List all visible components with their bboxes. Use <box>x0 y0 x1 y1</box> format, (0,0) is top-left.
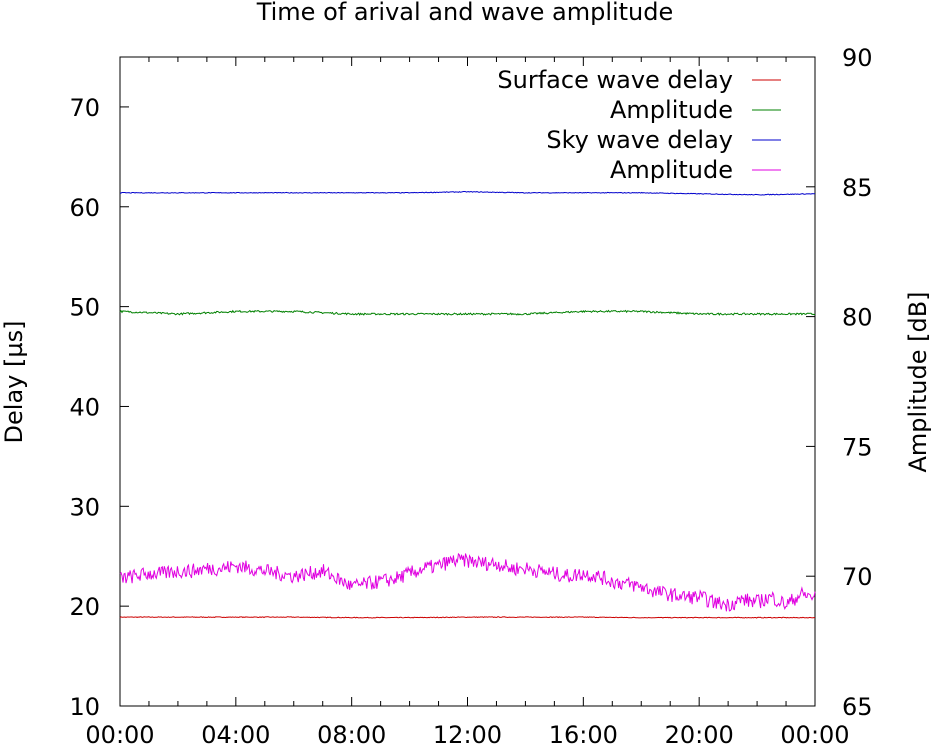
legend-label: Amplitude <box>610 156 733 184</box>
x-tick-label: 16:00 <box>549 721 618 745</box>
ticks-layer: 10 20 30 40 50 60 70 65 70 75 80 85 90 00:00 04:00 08:0… <box>69 44 872 745</box>
series-line <box>119 616 816 619</box>
x-tick-label: 04:00 <box>201 721 270 745</box>
plot-frame <box>119 56 816 707</box>
y-tick-label: 50 <box>69 294 100 322</box>
y2-axis-label: Amplitude [dB] <box>904 291 932 472</box>
y2-tick-label: 85 <box>842 174 873 202</box>
y2-tick-label: 70 <box>842 563 873 591</box>
legend-label: Sky wave delay <box>546 126 733 154</box>
x-tick-label: 00:00 <box>780 721 849 745</box>
series-line <box>119 552 816 612</box>
y-axis-label: Delay [µs] <box>0 321 28 444</box>
legend-label: Amplitude <box>610 96 733 124</box>
y2-tick-label: 80 <box>842 304 873 332</box>
series-line <box>119 309 816 316</box>
y-tick-label: 30 <box>69 493 100 521</box>
y-tick-label: 60 <box>69 194 100 222</box>
y-tick-label: 10 <box>69 693 100 721</box>
x-tick-label: 20:00 <box>665 721 734 745</box>
x-tick-label: 12:00 <box>433 721 502 745</box>
y2-tick-label: 75 <box>842 433 873 461</box>
x-tick-label: 00:00 <box>85 721 154 745</box>
chart-title: Time of arival and wave amplitude <box>256 0 674 26</box>
x-tick-label: 08:00 <box>317 721 386 745</box>
y-tick-label: 70 <box>69 94 100 122</box>
y2-tick-label: 90 <box>842 44 873 72</box>
legend-label: Surface wave delay <box>497 66 733 94</box>
y2-tick-label: 65 <box>842 693 873 721</box>
y-tick-label: 20 <box>69 593 100 621</box>
y-tick-label: 40 <box>69 393 100 421</box>
series-layer <box>119 191 816 619</box>
series-line <box>120 191 815 196</box>
